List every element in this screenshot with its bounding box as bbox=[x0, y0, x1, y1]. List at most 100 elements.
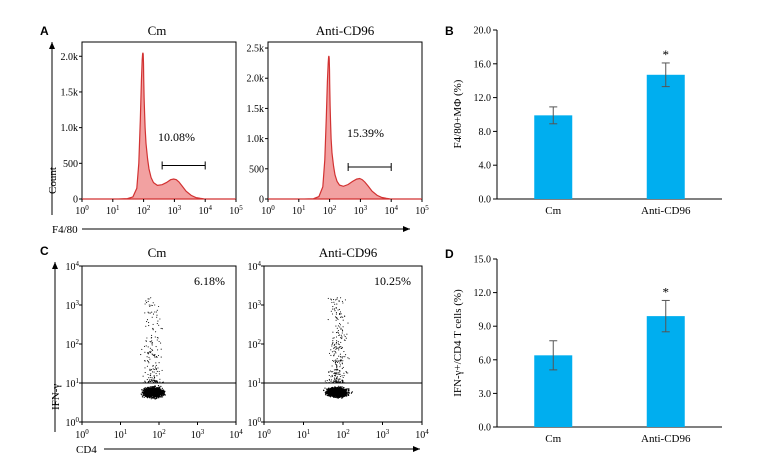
scatter-point bbox=[152, 397, 154, 399]
scatter-point bbox=[146, 356, 148, 358]
scatter-point bbox=[148, 388, 150, 390]
scatter-point bbox=[333, 389, 335, 391]
bar-category-label: Anti-CD96 bbox=[641, 205, 691, 217]
scatter-point bbox=[152, 328, 154, 330]
scatter-point bbox=[332, 306, 334, 308]
scatter-point bbox=[342, 326, 344, 328]
scatter-point bbox=[147, 381, 149, 383]
scatter-point bbox=[148, 312, 150, 314]
scatter-point bbox=[326, 388, 328, 390]
scatter-point bbox=[339, 326, 341, 328]
scatter-point bbox=[156, 394, 158, 396]
scatter-point bbox=[338, 308, 341, 310]
scatter-point bbox=[153, 368, 155, 371]
scatter-point bbox=[339, 313, 341, 315]
scatter-point bbox=[334, 362, 336, 364]
scatter-point bbox=[149, 390, 151, 392]
scatter-point bbox=[143, 396, 145, 398]
scatter-point bbox=[152, 313, 155, 315]
scatter-point bbox=[335, 371, 337, 373]
scatter-point bbox=[333, 393, 335, 395]
scatter-point bbox=[348, 392, 350, 394]
scatter-point bbox=[341, 362, 343, 364]
scatter-point bbox=[343, 315, 346, 317]
scatter-point bbox=[144, 381, 146, 383]
scatter-point bbox=[154, 311, 156, 313]
scatter-point bbox=[153, 371, 155, 373]
scatter-point bbox=[145, 300, 147, 302]
scatter-point bbox=[348, 388, 350, 390]
scatter-point bbox=[339, 360, 341, 362]
scatter-point bbox=[334, 394, 336, 396]
scatter-point bbox=[342, 330, 344, 332]
a1-y-tick-label: 2.0k bbox=[61, 52, 79, 63]
scatter-point bbox=[153, 378, 155, 380]
scatter-point bbox=[151, 353, 153, 355]
scatter-point bbox=[155, 398, 157, 400]
scatter-point bbox=[335, 363, 337, 365]
scatter-point bbox=[152, 395, 154, 397]
c1-x-tick-label: 103 bbox=[191, 428, 205, 441]
scatter-point bbox=[142, 375, 144, 377]
scatter-point bbox=[341, 336, 343, 338]
a1-x-tick-label: 103 bbox=[168, 204, 182, 217]
scatter-point bbox=[150, 379, 152, 381]
scatter-point bbox=[141, 396, 143, 398]
a2-y-tick-label: 1.0k bbox=[247, 134, 265, 145]
scatter-point bbox=[336, 380, 338, 382]
scatter-point bbox=[336, 298, 338, 300]
scatter-point bbox=[159, 396, 161, 398]
scatter-point bbox=[159, 389, 161, 391]
scatter-point bbox=[157, 320, 159, 322]
scatter-point bbox=[147, 346, 149, 348]
scatter-point bbox=[157, 392, 159, 394]
scatter-point bbox=[336, 303, 338, 305]
scatter-point bbox=[161, 392, 163, 394]
scatter-point bbox=[340, 358, 342, 360]
scatter-point bbox=[334, 303, 336, 305]
scatter-point bbox=[328, 391, 330, 394]
scatter-point bbox=[145, 340, 147, 342]
scatter-point bbox=[335, 360, 338, 362]
scatter-point bbox=[160, 342, 162, 344]
scatter-point bbox=[335, 396, 337, 398]
c2-x-tick-label: 102 bbox=[336, 428, 350, 441]
scatter-point bbox=[147, 393, 149, 395]
scatter-point bbox=[336, 327, 338, 329]
scatter-point bbox=[332, 390, 334, 392]
scatter-point bbox=[331, 375, 334, 377]
scatter-point bbox=[156, 391, 158, 393]
scatter-point bbox=[344, 393, 346, 395]
scatter-point bbox=[333, 353, 335, 355]
scatter-point bbox=[149, 380, 151, 382]
d-y-tick-label: 0.0 bbox=[479, 423, 492, 434]
scatter-anti-cd96-frame bbox=[263, 265, 423, 423]
scatter-point bbox=[340, 334, 342, 336]
scatter-point bbox=[146, 319, 149, 321]
scatter-point bbox=[340, 341, 342, 343]
scatter-point bbox=[347, 393, 349, 395]
scatter-point bbox=[333, 372, 336, 374]
scatter-point bbox=[155, 355, 158, 358]
a2-y-tick-label: 0 bbox=[259, 195, 264, 206]
scatter-point bbox=[336, 358, 338, 360]
scatter-point bbox=[334, 360, 336, 362]
scatter-point bbox=[144, 380, 146, 382]
scatter-point bbox=[149, 358, 151, 360]
scatter-point bbox=[351, 392, 353, 394]
scatter-point bbox=[333, 301, 335, 303]
scatter-point bbox=[158, 386, 160, 388]
scatter-point bbox=[162, 392, 164, 394]
b-y-tick-label: 4.0 bbox=[479, 161, 492, 172]
scatter-point bbox=[330, 376, 332, 378]
scatter-cm-points bbox=[140, 297, 166, 400]
scatter-point bbox=[144, 367, 146, 369]
scatter-point bbox=[341, 332, 343, 334]
scatter-point bbox=[158, 370, 160, 373]
scatter-point bbox=[162, 393, 164, 395]
scatter-point bbox=[344, 339, 346, 341]
c1-y-tick-label: 103 bbox=[66, 299, 80, 312]
scatter-point bbox=[335, 352, 337, 354]
scatter-point bbox=[338, 349, 340, 351]
scatter-point bbox=[155, 331, 157, 333]
